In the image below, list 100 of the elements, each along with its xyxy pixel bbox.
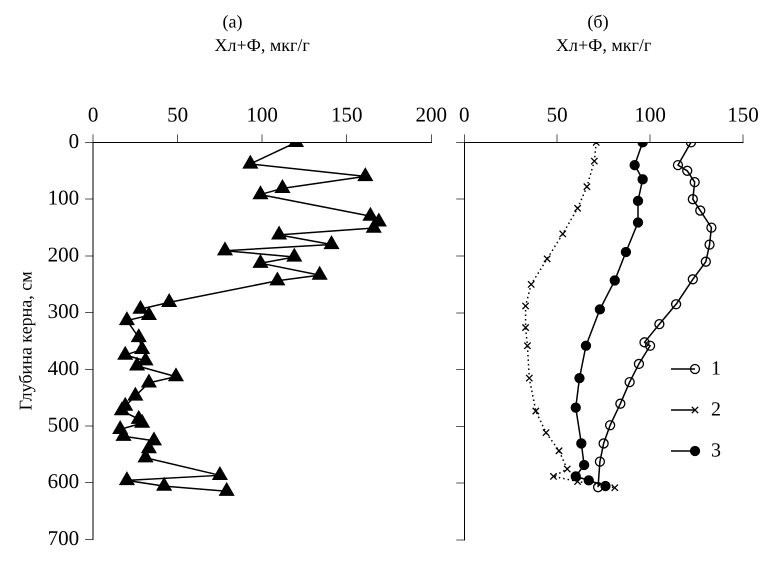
point: [219, 482, 234, 496]
point: [574, 204, 582, 212]
point: [525, 374, 534, 382]
point: [270, 272, 285, 286]
point: [242, 155, 258, 169]
point: [584, 475, 594, 486]
legend-label: 3: [711, 439, 721, 462]
chart-title: (а): [222, 12, 242, 32]
point: [132, 300, 148, 314]
x-axis-title: Хл+Ф, мкг/г: [556, 35, 652, 56]
y-tick-label: 600: [48, 469, 80, 494]
point: [563, 465, 572, 473]
point: [366, 219, 382, 233]
point: [543, 255, 551, 263]
point: [138, 352, 154, 366]
point: [119, 472, 134, 486]
x-tick-label: 100: [246, 102, 278, 126]
point: [522, 302, 530, 310]
point: [638, 174, 648, 184]
point: [682, 166, 692, 176]
point: [594, 456, 606, 467]
y-tick-label: 400: [48, 356, 80, 380]
point: [610, 275, 620, 286]
x-tick-label: 200: [416, 102, 447, 126]
x-tick-label: 0: [459, 102, 470, 126]
point: [604, 420, 616, 430]
point: [672, 160, 684, 170]
point: [700, 256, 711, 267]
point: [574, 372, 585, 384]
point: [156, 477, 172, 491]
point: [358, 168, 373, 182]
point: [610, 484, 619, 492]
point: [252, 186, 268, 200]
point: [131, 328, 146, 342]
point: [522, 324, 530, 332]
point: [639, 337, 650, 348]
point: [580, 340, 592, 351]
point: [542, 428, 550, 436]
x-tick-label: 150: [330, 102, 362, 126]
chart-title: (б): [587, 12, 609, 32]
point: [134, 340, 150, 354]
point: [312, 266, 328, 280]
point: [217, 242, 233, 256]
point: [119, 312, 134, 326]
x-tick-label: 150: [727, 102, 759, 126]
point: [632, 196, 644, 206]
point: [252, 254, 268, 268]
point: [286, 248, 302, 262]
y-axis-title: Глубина керна, см: [16, 271, 36, 410]
y-tick-label: 500: [48, 412, 80, 436]
point: [570, 402, 581, 413]
point: [688, 194, 698, 204]
point: [162, 294, 177, 307]
legend-label: 1: [711, 357, 721, 380]
point: [524, 342, 532, 350]
point: [550, 472, 558, 480]
point: [212, 466, 228, 480]
point: [670, 299, 682, 310]
x-tick-label: 50: [167, 102, 188, 126]
point: [574, 478, 582, 486]
point: [592, 482, 604, 492]
point: [620, 246, 632, 258]
point: [598, 438, 609, 449]
point: [632, 217, 644, 228]
point: [134, 414, 150, 428]
point: [141, 374, 156, 388]
x-tick-label: 50: [546, 102, 568, 126]
point: [532, 407, 540, 415]
point: [118, 346, 133, 360]
point: [634, 358, 644, 370]
point: [272, 226, 287, 240]
point: [615, 398, 626, 409]
point: [630, 160, 640, 170]
point: [576, 438, 586, 449]
y-tick-label: 700: [48, 526, 80, 550]
point: [168, 368, 184, 382]
point: [527, 280, 535, 288]
point: [594, 304, 606, 315]
point: [583, 182, 591, 191]
point: [624, 376, 635, 388]
point: [558, 230, 567, 238]
point: [695, 205, 706, 216]
point: [114, 402, 130, 416]
point: [128, 387, 143, 401]
x-tick-label: 100: [634, 102, 666, 126]
x-tick-label: 0: [88, 102, 98, 126]
point: [362, 207, 378, 221]
y-tick-label: 300: [48, 299, 80, 324]
legend-label: 2: [711, 398, 721, 420]
point: [141, 306, 156, 320]
y-tick-label: 200: [48, 242, 80, 266]
point: [690, 177, 700, 188]
point: [654, 319, 665, 330]
point: [578, 460, 590, 470]
x-axis-title: Хл+Ф, мкг/г: [214, 35, 310, 56]
point: [555, 446, 563, 455]
point: [704, 239, 715, 250]
point: [688, 274, 698, 284]
y-tick-label: 100: [48, 186, 80, 210]
y-tick-label: 0: [68, 128, 80, 153]
